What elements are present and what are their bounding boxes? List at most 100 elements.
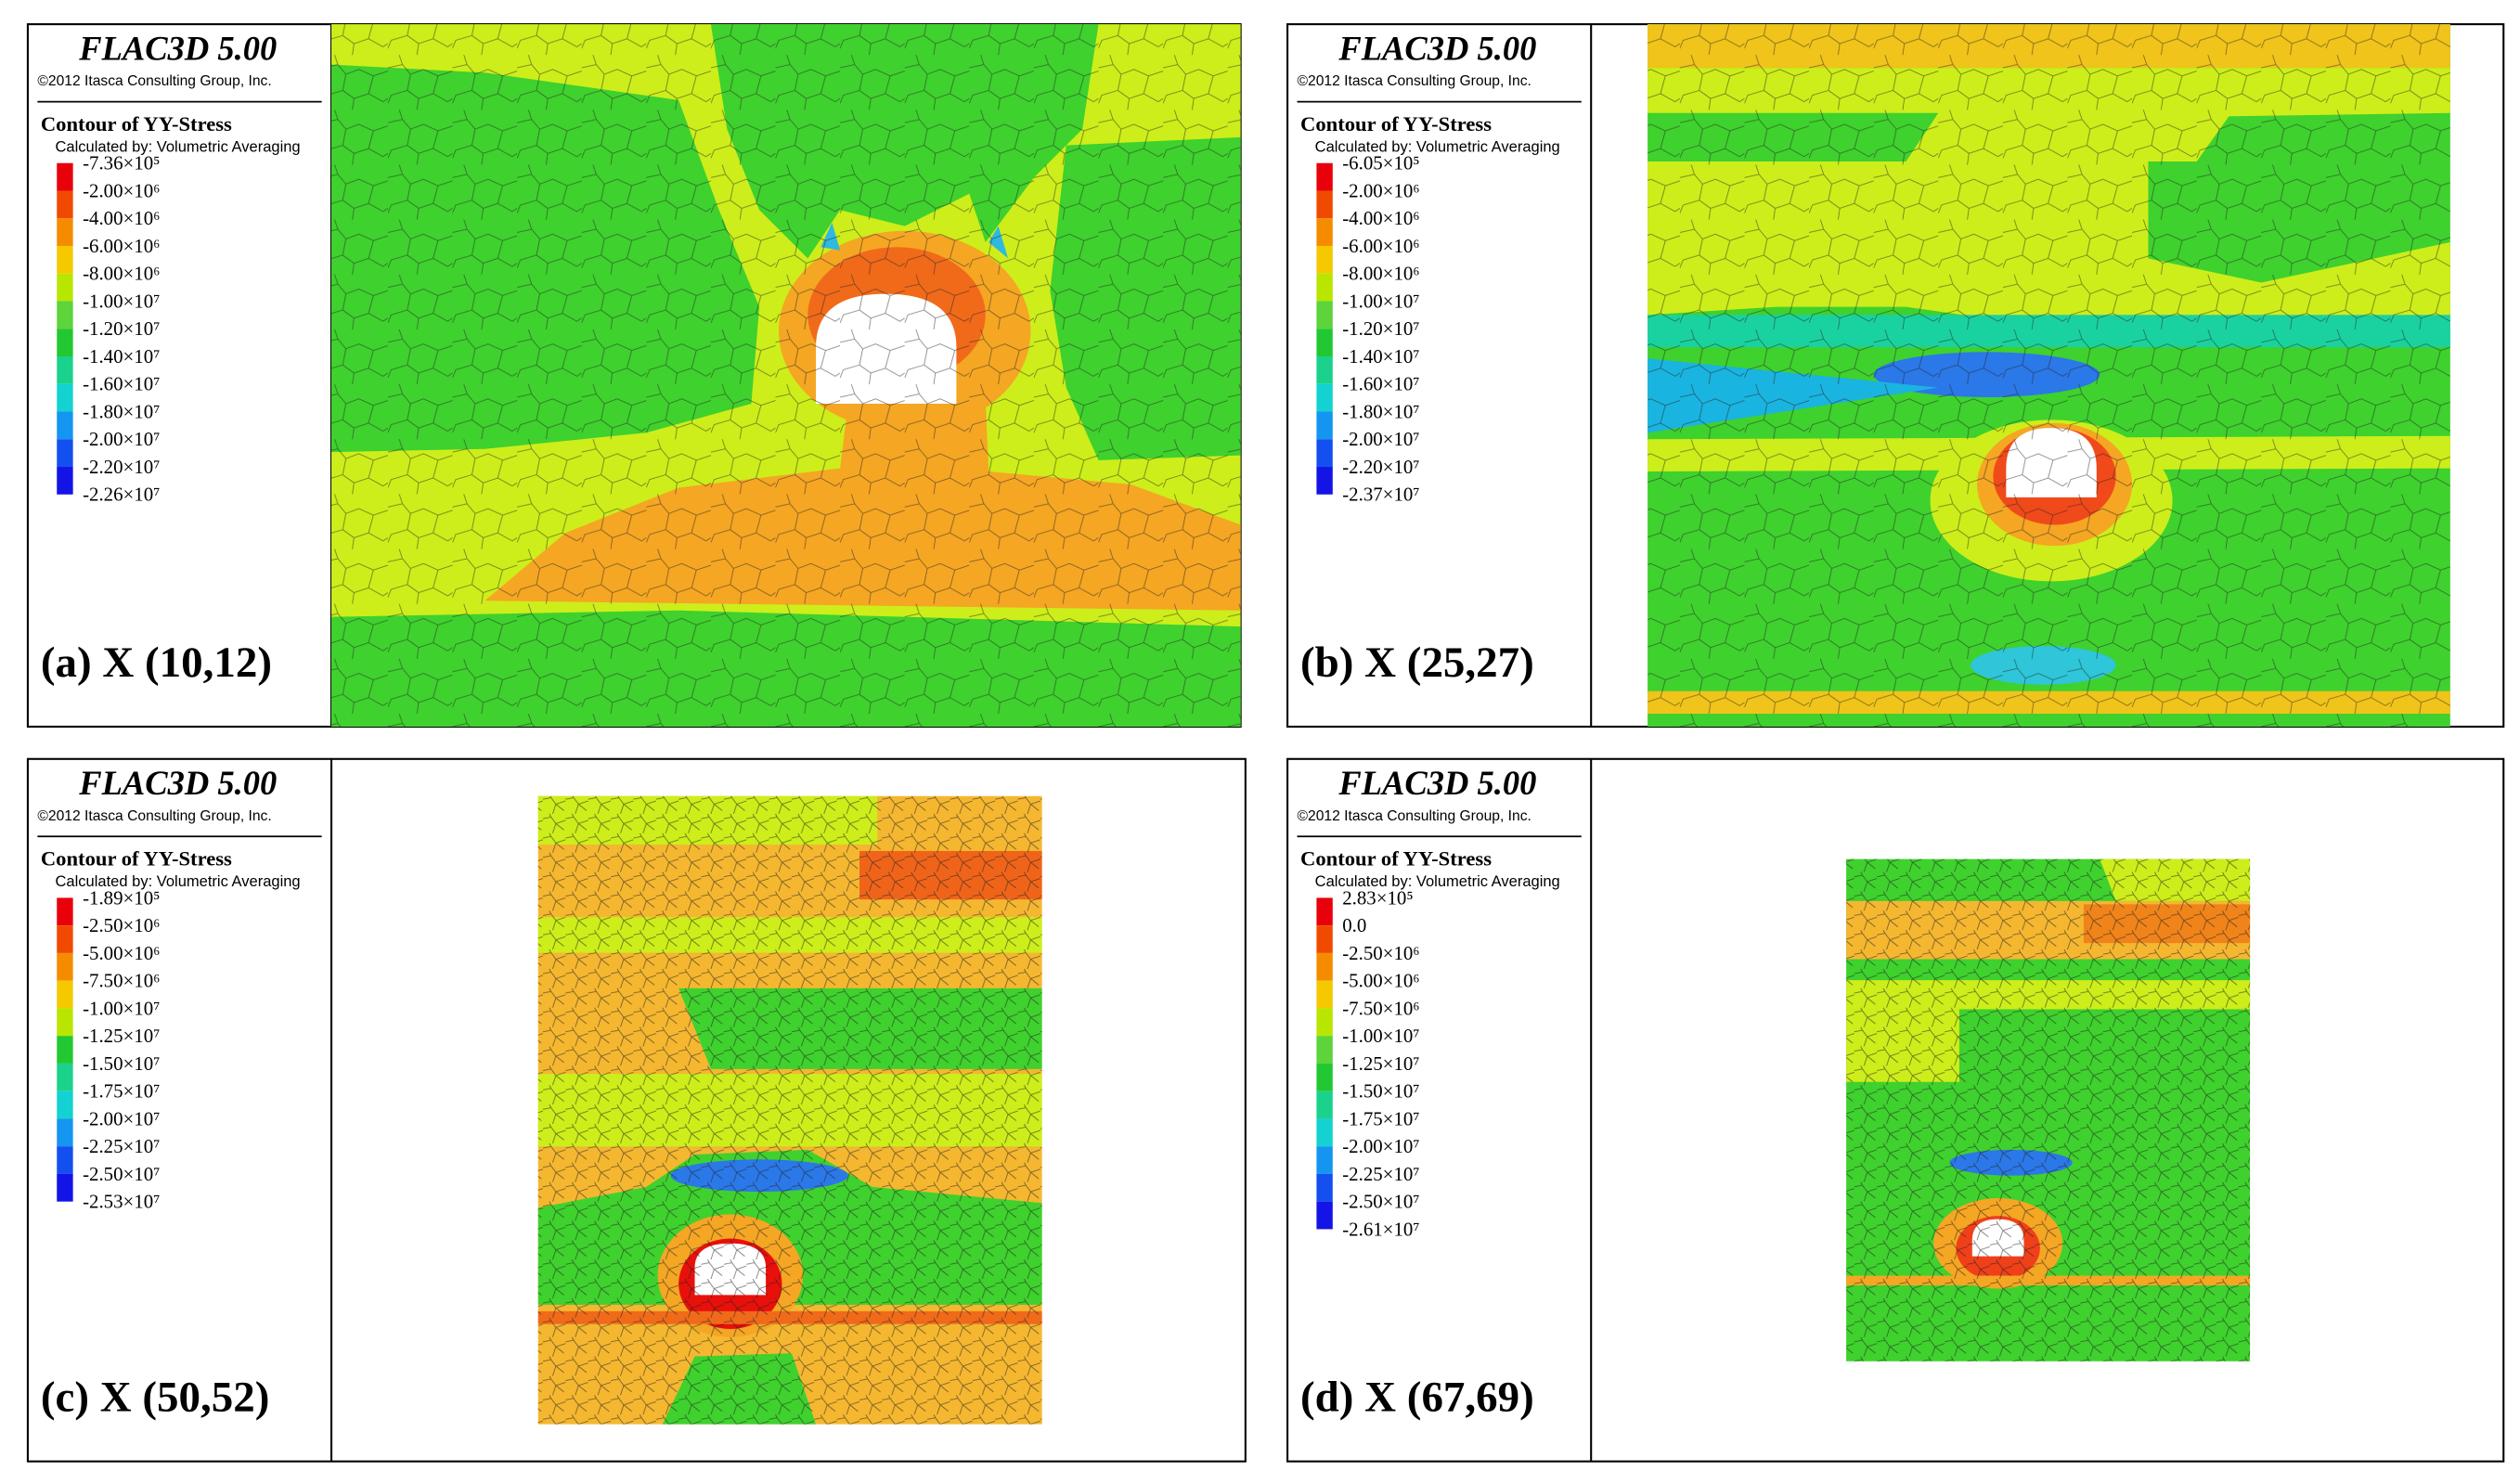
legend-swatch — [57, 190, 73, 219]
legend-swatch — [57, 1008, 73, 1037]
contour-plot — [1846, 858, 2251, 1361]
legend-swatch — [57, 1173, 73, 1202]
legend-label: -2.37×10⁷ — [1342, 484, 1419, 506]
legend-label: -1.40×10⁷ — [83, 345, 160, 368]
legend-swatch — [57, 952, 73, 981]
legend-swatch — [1316, 218, 1333, 246]
legend-swatch — [57, 162, 73, 191]
legend-label: -1.75×10⁷ — [83, 1080, 160, 1103]
legend-label: -4.00×10⁶ — [1342, 207, 1419, 229]
legend-label: -1.60×10⁷ — [83, 373, 160, 395]
method: Calculated by: Volumetric Averaging — [1315, 872, 1560, 890]
panel-title: FLAC3D 5.00 — [78, 764, 277, 802]
legend-swatch — [57, 356, 73, 384]
legend-label: -1.50×10⁷ — [83, 1052, 160, 1075]
legend-swatch — [1316, 329, 1333, 357]
legend-swatch — [1316, 1036, 1333, 1064]
legend-label: -8.00×10⁶ — [83, 263, 160, 285]
method: Calculated by: Volumetric Averaging — [56, 872, 301, 890]
panel-caption: (d) X (67,69) — [1300, 1374, 1534, 1422]
legend-swatch — [57, 439, 73, 468]
panel-frame — [26, 757, 1247, 1463]
legend-swatch — [1316, 162, 1333, 191]
legend-swatch — [57, 245, 73, 274]
legend-swatch — [1316, 1063, 1333, 1091]
panel-title: FLAC3D 5.00 — [1338, 764, 1536, 802]
legend-label: -1.25×10⁷ — [83, 1025, 160, 1047]
method: Calculated by: Volumetric Averaging — [1315, 138, 1560, 156]
contour-title: Contour of YY-Stress — [1300, 847, 1492, 871]
legend-swatch — [1316, 952, 1333, 981]
legend-label: -1.80×10⁷ — [1342, 400, 1419, 422]
legend-swatch — [57, 411, 73, 440]
legend-label: -2.50×10⁶ — [1342, 942, 1419, 964]
legend-label: -2.61×10⁷ — [1342, 1218, 1419, 1240]
legend-label: -6.00×10⁶ — [83, 235, 160, 257]
copyright: ©2012 Itasca Consulting Group, Inc. — [37, 73, 271, 89]
copyright: ©2012 Itasca Consulting Group, Inc. — [37, 808, 271, 824]
legend-swatch — [1316, 1008, 1333, 1037]
legend-label: -1.89×10⁵ — [83, 886, 160, 909]
legend-swatch — [1316, 1173, 1333, 1202]
legend-label: -7.36×10⁵ — [83, 152, 160, 174]
legend-swatch — [57, 1036, 73, 1064]
legend-swatch — [57, 897, 73, 926]
copyright: ©2012 Itasca Consulting Group, Inc. — [1298, 73, 1531, 89]
legend-swatch — [57, 273, 73, 302]
legend-label: -5.00×10⁶ — [83, 942, 160, 964]
legend-label: -6.05×10⁵ — [1342, 152, 1419, 174]
contour-title: Contour of YY-Stress — [41, 112, 232, 135]
legend-label: -8.00×10⁶ — [1342, 263, 1419, 285]
contour-title: Contour of YY-Stress — [1300, 112, 1492, 135]
legend-label: -7.50×10⁶ — [83, 970, 160, 992]
legend-swatch — [57, 980, 73, 1009]
legend-label: -2.20×10⁷ — [83, 456, 160, 478]
legend-label: -1.40×10⁷ — [1342, 345, 1419, 368]
legend-label: -2.25×10⁷ — [1342, 1163, 1419, 1185]
legend-swatch — [1316, 1090, 1333, 1119]
legend-swatch — [57, 301, 73, 329]
legend-label: -2.50×10⁶ — [83, 914, 160, 936]
legend-swatch — [1316, 273, 1333, 302]
legend-swatch — [57, 1118, 73, 1147]
legend-swatch — [57, 1063, 73, 1091]
legend-label: -2.00×10⁶ — [83, 179, 160, 201]
legend-swatch — [57, 329, 73, 357]
legend-swatch — [57, 1146, 73, 1174]
legend-label: -2.50×10⁷ — [1342, 1191, 1419, 1213]
legend-label: -2.50×10⁷ — [83, 1163, 160, 1185]
legend-swatch — [1316, 467, 1333, 495]
legend-swatch — [57, 1090, 73, 1119]
contour-plot — [1648, 24, 2450, 727]
legend-label: -2.00×10⁷ — [83, 1107, 160, 1129]
legend-label: -1.00×10⁷ — [83, 290, 160, 312]
legend-swatch — [57, 925, 73, 953]
panel-frame — [1286, 757, 2505, 1463]
legend-label: -5.00×10⁶ — [1342, 970, 1419, 992]
legend-label: -1.60×10⁷ — [1342, 373, 1419, 395]
legend-label: 2.83×10⁵ — [1342, 886, 1413, 909]
panel-caption: (a) X (10,12) — [41, 639, 272, 687]
legend-label: -1.80×10⁷ — [83, 400, 160, 422]
legend-swatch — [1316, 439, 1333, 468]
legend-swatch — [1316, 925, 1333, 953]
legend-label: 0.0 — [1342, 914, 1366, 936]
legend-label: -1.20×10⁷ — [1342, 317, 1419, 340]
legend-label: -2.20×10⁷ — [1342, 456, 1419, 478]
panel-caption: (b) X (25,27) — [1300, 639, 1534, 687]
legend-label: -2.53×10⁷ — [83, 1191, 160, 1213]
copyright: ©2012 Itasca Consulting Group, Inc. — [1298, 808, 1531, 824]
contour-title: Contour of YY-Stress — [41, 847, 232, 871]
legend-label: -2.00×10⁷ — [83, 428, 160, 450]
legend-label: -2.25×10⁷ — [83, 1135, 160, 1157]
legend-swatch — [57, 218, 73, 246]
legend-label: -2.26×10⁷ — [83, 484, 160, 506]
legend-label: -1.75×10⁷ — [1342, 1107, 1419, 1129]
legend-label: -1.25×10⁷ — [1342, 1052, 1419, 1075]
legend-label: -1.50×10⁷ — [1342, 1080, 1419, 1103]
legend-swatch — [1316, 897, 1333, 926]
legend-label: -4.00×10⁶ — [83, 207, 160, 229]
legend-label: -7.50×10⁶ — [1342, 997, 1419, 1019]
legend-swatch — [1316, 245, 1333, 274]
